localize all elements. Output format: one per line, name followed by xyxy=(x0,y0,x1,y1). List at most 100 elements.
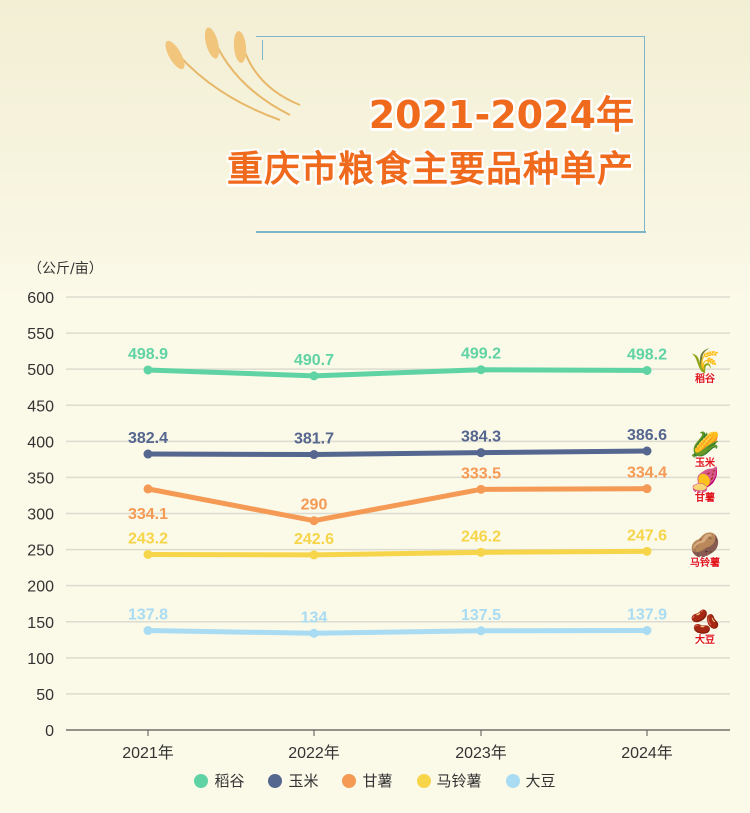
potato-icon-image: 🥔 xyxy=(690,531,720,560)
data-point xyxy=(143,626,153,636)
data-label: 333.5 xyxy=(461,465,501,482)
data-point xyxy=(642,546,652,556)
data-label: 386.6 xyxy=(627,427,667,444)
title-frame-bottom xyxy=(256,231,646,233)
data-label: 382.4 xyxy=(128,430,168,447)
wheat-decoration-icon xyxy=(165,27,301,121)
data-label: 243.2 xyxy=(128,530,168,547)
y-tick-label: 600 xyxy=(27,290,54,307)
y-tick-label: 0 xyxy=(45,723,54,740)
data-point xyxy=(309,371,319,381)
y-tick-label: 200 xyxy=(27,579,54,596)
data-label: 242.6 xyxy=(294,531,334,548)
data-point xyxy=(143,365,153,375)
legend-swatch xyxy=(416,773,431,788)
data-label: 498.2 xyxy=(627,346,667,363)
data-label: 134 xyxy=(301,609,328,626)
legend-swatch xyxy=(342,773,357,788)
data-label: 381.7 xyxy=(294,431,334,448)
soybean-icon-image: 🫘 xyxy=(690,607,720,636)
header-background xyxy=(0,0,750,300)
legend-item[interactable]: 马铃薯 xyxy=(416,770,482,791)
data-point xyxy=(642,446,652,456)
chart-title-line2: 重庆市粮食主要品种单产 xyxy=(226,149,634,190)
data-label: 137.8 xyxy=(128,607,168,624)
data-point xyxy=(309,628,319,638)
data-point xyxy=(143,549,153,559)
y-axis-unit: （公斤/亩） xyxy=(28,261,103,277)
x-tick-label: 2022年 xyxy=(288,744,340,762)
y-tick-label: 300 xyxy=(27,507,54,524)
legend-label: 大豆 xyxy=(525,772,556,790)
legend-label: 马铃薯 xyxy=(436,772,482,790)
data-label: 246.2 xyxy=(461,528,501,545)
legend-item[interactable]: 大豆 xyxy=(505,770,556,791)
data-label: 334.1 xyxy=(128,506,168,523)
rice-sheaf-icon: 🌾 稻谷 xyxy=(680,348,730,388)
sweet-potato-icon: 🍠 甘薯 xyxy=(680,467,730,507)
series-line-玉米 xyxy=(147,448,648,458)
data-point xyxy=(143,484,153,494)
data-point xyxy=(309,550,319,560)
legend-swatch xyxy=(194,773,209,788)
sweet-potato-icon-image: 🍠 xyxy=(690,465,720,494)
rice-sheaf-icon-image: 🌾 xyxy=(690,346,720,375)
y-tick-label: 500 xyxy=(27,362,54,379)
title-frame xyxy=(256,36,645,233)
data-point xyxy=(476,484,486,494)
x-tick-label: 2024年 xyxy=(621,744,673,762)
legend: 稻谷 玉米 甘薯 马铃薯 大豆 xyxy=(0,770,750,791)
legend-item[interactable]: 甘薯 xyxy=(342,770,393,791)
data-point xyxy=(642,625,652,635)
data-label: 498.9 xyxy=(128,346,168,363)
data-label: 137.9 xyxy=(627,606,667,623)
legend-label: 稻谷 xyxy=(214,772,245,790)
soybean-icon: 🫘 大豆 xyxy=(680,609,730,649)
legend-swatch xyxy=(505,773,520,788)
data-label: 384.3 xyxy=(461,429,501,446)
chart-title-line1: 2021-2024年 xyxy=(368,93,634,137)
data-label: 247.6 xyxy=(627,527,667,544)
crop-icon-label: 稻谷 xyxy=(695,373,715,385)
data-point xyxy=(476,547,486,557)
title-frame-deco xyxy=(262,40,273,60)
legend-label: 玉米 xyxy=(288,772,319,790)
data-label: 490.7 xyxy=(294,352,334,369)
y-tick-label: 400 xyxy=(27,434,54,451)
y-tick-label: 350 xyxy=(27,470,54,487)
corn-icon: 🌽 玉米 xyxy=(680,432,730,472)
y-tick-label: 50 xyxy=(36,687,54,704)
y-tick-label: 100 xyxy=(27,651,54,668)
series-line-甘薯 xyxy=(147,486,648,524)
x-tick-label: 2023年 xyxy=(455,744,507,762)
potato-icon: 🥔 马铃薯 xyxy=(680,532,730,572)
y-tick-label: 250 xyxy=(27,543,54,560)
legend-swatch xyxy=(268,773,283,788)
data-label: 290 xyxy=(301,497,328,514)
data-point xyxy=(476,365,486,375)
crop-icon-label: 马铃薯 xyxy=(690,558,720,570)
y-tick-label: 450 xyxy=(27,398,54,415)
y-tick-label: 550 xyxy=(27,326,54,343)
x-tick-label: 2021年 xyxy=(122,744,174,762)
corn-icon-image: 🌽 xyxy=(690,431,720,460)
data-point xyxy=(309,516,319,526)
crop-icon-label: 玉米 xyxy=(695,458,715,470)
y-tick-label: 150 xyxy=(27,615,54,632)
data-point xyxy=(143,449,153,459)
legend-item[interactable]: 稻谷 xyxy=(194,770,244,791)
series-line-大豆 xyxy=(147,627,648,636)
data-point xyxy=(642,365,652,375)
crop-icon-label: 大豆 xyxy=(695,634,715,646)
series-line-稻谷 xyxy=(147,367,648,379)
data-label: 334.4 xyxy=(627,465,667,482)
data-label: 137.5 xyxy=(461,607,501,624)
data-point xyxy=(642,484,652,494)
series-line-马铃薯 xyxy=(147,548,648,558)
legend-label: 甘薯 xyxy=(362,772,393,790)
legend-item[interactable]: 玉米 xyxy=(268,770,318,791)
data-point xyxy=(476,626,486,636)
data-point xyxy=(476,448,486,458)
crop-icon-label: 甘薯 xyxy=(695,492,715,504)
